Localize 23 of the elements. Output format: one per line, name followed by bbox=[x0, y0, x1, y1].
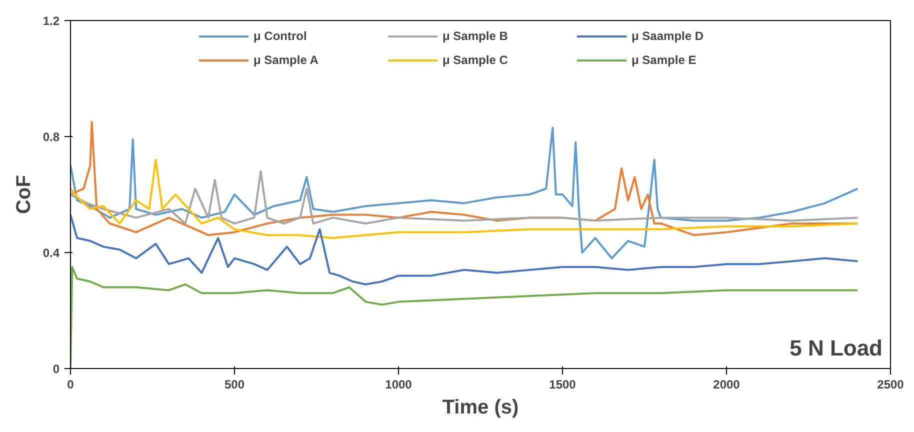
legend-label: μ Sample C bbox=[442, 53, 509, 67]
x-tick-label: 2500 bbox=[877, 378, 904, 392]
legend-label: μ Sample A bbox=[254, 53, 320, 67]
x-tick-label: 1500 bbox=[549, 378, 576, 392]
y-tick-label: 0 bbox=[52, 362, 60, 376]
y-tick-label: 0.8 bbox=[42, 130, 60, 144]
line-series bbox=[70, 158, 859, 239]
legend-label: μ Saample D bbox=[632, 29, 705, 43]
x-tick-label: 0 bbox=[67, 378, 74, 392]
y-tick-label: 1.2 bbox=[42, 14, 60, 28]
y-tick-label: 0.4 bbox=[42, 246, 60, 260]
x-axis-title: Time (s) bbox=[442, 396, 519, 418]
line-series bbox=[70, 214, 859, 286]
x-tick-label: 1000 bbox=[385, 378, 412, 392]
line-series bbox=[70, 126, 859, 260]
annotation: 5 N Load bbox=[790, 336, 883, 360]
legend-label: μ Sample B bbox=[442, 29, 509, 43]
line-series bbox=[70, 170, 859, 224]
y-axis-title: CoF bbox=[12, 175, 35, 214]
legend-label: μ Control bbox=[254, 29, 308, 43]
legend-label: μ Sample E bbox=[632, 53, 698, 67]
x-tick-label: 2000 bbox=[713, 378, 740, 392]
x-tick-label: 500 bbox=[224, 378, 245, 392]
